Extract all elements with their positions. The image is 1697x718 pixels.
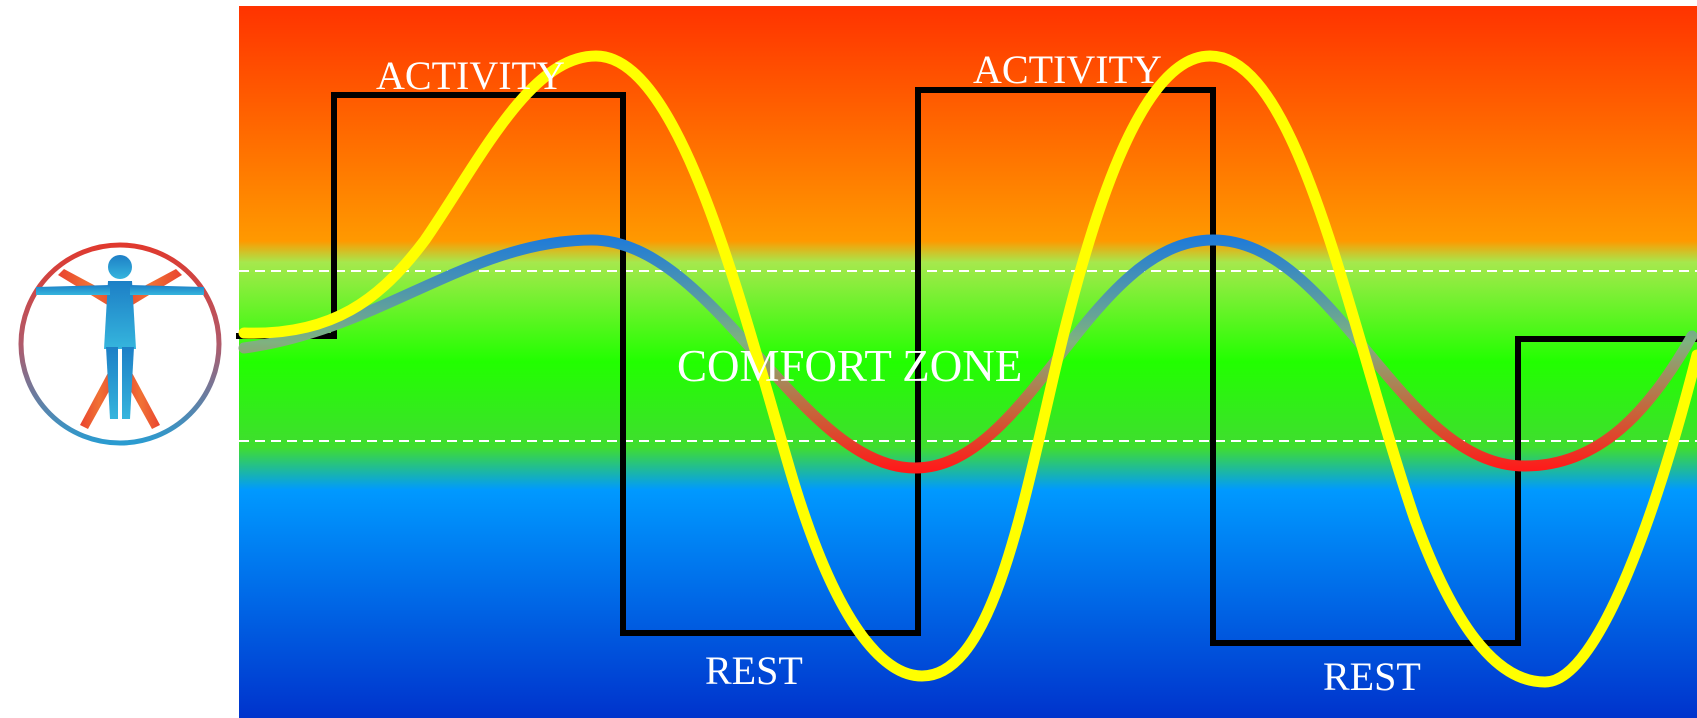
activity-label-1: ACTIVITY	[376, 53, 565, 98]
rest-label-1: REST	[705, 648, 803, 693]
activity-label-2: ACTIVITY	[973, 47, 1162, 92]
activity-rest-step-line	[236, 87, 1697, 646]
small-wave	[238, 234, 1697, 474]
comfort-zone-label: COMFORT ZONE	[677, 341, 1022, 391]
large-wave	[238, 50, 1697, 688]
rest-label-2: REST	[1323, 654, 1421, 699]
vitruvian-man-icon	[18, 242, 222, 446]
